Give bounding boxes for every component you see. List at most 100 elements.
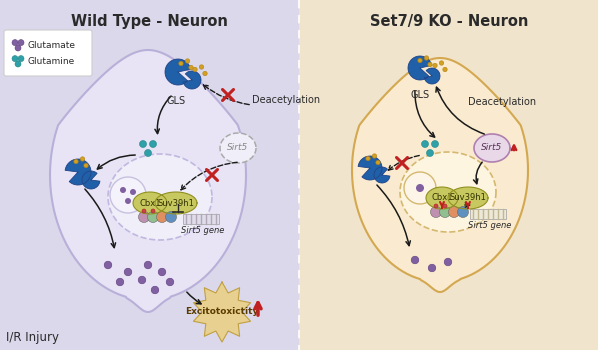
Text: Deacetylation: Deacetylation xyxy=(468,97,536,107)
Polygon shape xyxy=(165,59,191,85)
Circle shape xyxy=(444,258,452,266)
Circle shape xyxy=(448,206,459,217)
Circle shape xyxy=(12,40,18,46)
Circle shape xyxy=(199,65,204,69)
Circle shape xyxy=(18,40,24,46)
Polygon shape xyxy=(400,152,496,232)
Circle shape xyxy=(151,286,159,294)
Circle shape xyxy=(138,276,146,284)
Circle shape xyxy=(74,159,78,164)
Circle shape xyxy=(158,268,166,276)
Circle shape xyxy=(373,154,377,158)
Circle shape xyxy=(179,61,183,66)
Circle shape xyxy=(139,211,150,223)
Polygon shape xyxy=(448,187,488,209)
Circle shape xyxy=(12,56,18,62)
Circle shape xyxy=(457,206,468,217)
Circle shape xyxy=(432,140,438,147)
Text: Excitotoxictity: Excitotoxictity xyxy=(185,308,259,316)
Polygon shape xyxy=(374,167,390,183)
Polygon shape xyxy=(65,159,91,185)
Polygon shape xyxy=(155,192,197,214)
Circle shape xyxy=(150,140,157,147)
Circle shape xyxy=(411,256,419,264)
Text: Suv39h1: Suv39h1 xyxy=(157,198,194,208)
Polygon shape xyxy=(404,172,436,204)
Circle shape xyxy=(422,140,429,147)
Text: Deacetylation: Deacetylation xyxy=(252,95,320,105)
Circle shape xyxy=(428,264,436,272)
Polygon shape xyxy=(358,156,382,180)
Circle shape xyxy=(416,184,424,192)
Circle shape xyxy=(193,67,197,72)
Text: Suv39h1: Suv39h1 xyxy=(450,194,486,203)
Circle shape xyxy=(18,56,24,62)
Circle shape xyxy=(434,204,438,208)
Bar xyxy=(183,214,219,224)
Circle shape xyxy=(15,61,21,67)
Circle shape xyxy=(125,198,131,204)
Circle shape xyxy=(144,261,152,269)
Circle shape xyxy=(426,149,434,156)
Polygon shape xyxy=(108,154,212,240)
Text: Set7/9 KO - Neuron: Set7/9 KO - Neuron xyxy=(370,14,528,29)
Circle shape xyxy=(366,156,370,161)
Circle shape xyxy=(166,278,174,286)
Bar xyxy=(470,209,506,219)
Circle shape xyxy=(120,187,126,193)
Circle shape xyxy=(15,45,21,51)
Circle shape xyxy=(116,278,124,286)
Circle shape xyxy=(124,268,132,276)
Circle shape xyxy=(189,65,193,70)
Circle shape xyxy=(431,206,441,217)
Polygon shape xyxy=(474,134,510,162)
Circle shape xyxy=(130,189,136,195)
Bar xyxy=(299,0,598,350)
Circle shape xyxy=(142,209,146,213)
Circle shape xyxy=(433,63,437,68)
Circle shape xyxy=(203,71,207,76)
Text: Sirt5: Sirt5 xyxy=(227,144,249,153)
Circle shape xyxy=(428,62,432,67)
Circle shape xyxy=(104,261,112,269)
Text: Glutamate: Glutamate xyxy=(28,41,76,49)
Text: Sirt5 gene: Sirt5 gene xyxy=(468,221,512,230)
Polygon shape xyxy=(220,133,256,163)
Text: Wild Type - Neuron: Wild Type - Neuron xyxy=(71,14,227,29)
Circle shape xyxy=(166,211,176,223)
Text: Sirt5: Sirt5 xyxy=(481,144,503,153)
Text: GLS: GLS xyxy=(410,90,429,100)
Circle shape xyxy=(440,206,450,217)
Polygon shape xyxy=(82,171,100,189)
Text: I/R Injury: I/R Injury xyxy=(6,331,59,344)
Polygon shape xyxy=(424,68,440,84)
Polygon shape xyxy=(426,187,458,209)
Polygon shape xyxy=(50,50,246,312)
Text: Cbx1: Cbx1 xyxy=(139,198,161,208)
Circle shape xyxy=(84,163,88,168)
Text: Sirt5 gene: Sirt5 gene xyxy=(181,226,225,235)
Circle shape xyxy=(157,211,167,223)
Circle shape xyxy=(185,59,190,63)
Circle shape xyxy=(440,61,444,65)
Circle shape xyxy=(425,56,429,60)
Circle shape xyxy=(418,58,422,63)
Circle shape xyxy=(148,211,158,223)
Polygon shape xyxy=(110,177,146,213)
Polygon shape xyxy=(194,282,251,342)
Circle shape xyxy=(151,209,155,213)
Polygon shape xyxy=(408,56,432,80)
FancyBboxPatch shape xyxy=(4,30,92,76)
Circle shape xyxy=(145,149,151,156)
Circle shape xyxy=(443,204,447,208)
Polygon shape xyxy=(352,58,528,292)
Circle shape xyxy=(139,140,147,147)
Text: Glutamine: Glutamine xyxy=(28,56,75,65)
Circle shape xyxy=(443,67,447,72)
Polygon shape xyxy=(133,192,167,214)
Text: GLS: GLS xyxy=(166,96,185,106)
Text: Cbx1: Cbx1 xyxy=(431,194,453,203)
Circle shape xyxy=(80,157,85,161)
Bar xyxy=(0,0,299,350)
Circle shape xyxy=(376,160,380,165)
